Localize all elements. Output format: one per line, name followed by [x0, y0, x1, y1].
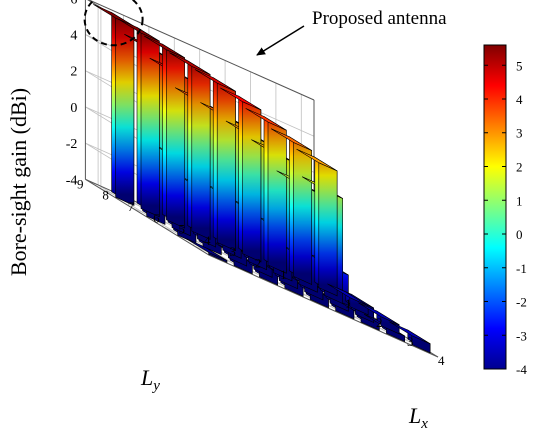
z-tick-label: 0 [70, 101, 77, 116]
x-tick-labels: 1 2 3 4 [345, 296, 445, 368]
bar-top [389, 321, 431, 344]
bar-top [358, 302, 400, 325]
z-tick-label: -2 [66, 137, 78, 152]
y-tick-label: 4 [204, 233, 211, 248]
bar-top [327, 283, 369, 306]
colorbar-tick-label: -4 [516, 362, 527, 377]
bar-top [143, 35, 185, 59]
bar [118, 19, 160, 218]
bar-top [194, 69, 236, 92]
bar-face-side-shade [166, 49, 185, 229]
z-axis-label: Bore-sight gain (dBi) [6, 88, 31, 276]
y-tick-label: 7 [128, 199, 135, 214]
x-tick-label: 1 [345, 296, 352, 311]
annotation-text: Proposed antenna [312, 8, 447, 29]
bar [169, 52, 211, 240]
colorbar-tick-label: 3 [516, 126, 523, 141]
colorbar-tick-label: 4 [516, 92, 523, 107]
colorbar-tick-label: -1 [516, 261, 527, 276]
colorbar-tick-label: 1 [516, 193, 523, 208]
bar [270, 128, 313, 286]
y-tick-labels: 1 2 3 4 5 6 7 8 9 [77, 176, 287, 281]
colorbar-tick-label: 0 [516, 227, 523, 242]
bar-face-side-shade [268, 122, 287, 274]
y-tick-label: 9 [77, 176, 84, 191]
bar-face-side-shade [141, 33, 160, 217]
y-axis-label: Ly [140, 365, 160, 394]
proposed-antenna-annotation: Proposed antenna [83, 0, 447, 56]
x-axis-label-sub: x [420, 416, 428, 432]
axis-line [87, 0, 315, 101]
bar-face-side-shade [217, 83, 236, 251]
bar-face-side-shade [208, 252, 227, 263]
y-tick-label: 1 [280, 267, 287, 282]
bar-face-side-shade [191, 66, 211, 240]
bar-face-side-shade [242, 101, 261, 262]
highlight-ellipse [83, 0, 144, 47]
bar [327, 283, 369, 316]
z-tick-label: 6 [70, 0, 77, 7]
x-axis-label-main: L [408, 403, 421, 428]
bar-top [245, 108, 287, 131]
bar [389, 321, 431, 354]
colorbar-tick-label: -3 [516, 328, 527, 343]
bar [358, 302, 400, 335]
bar-face-side-shade [349, 297, 369, 315]
gridline [193, 245, 423, 348]
bar [245, 108, 287, 274]
x-tick-label: 3 [407, 334, 414, 349]
z-tick-labels: -4 -2 0 2 4 6 [66, 0, 78, 188]
bar-top [270, 128, 312, 151]
z-tick-label: 4 [70, 29, 77, 44]
z-tick-label: -4 [66, 173, 78, 188]
bar-face-side-shade [386, 327, 405, 342]
bars [93, 4, 431, 354]
y-tick-label: 6 [153, 210, 160, 225]
bar [296, 148, 338, 297]
bar-top [169, 52, 211, 75]
bar-face-side-shade [293, 142, 312, 285]
colorbar-tick-label: 5 [516, 58, 523, 73]
bar [186, 238, 228, 263]
bar-face-side-shade [411, 335, 431, 353]
bar-top [186, 238, 228, 261]
colorbar-tick-label: 2 [516, 160, 523, 175]
y-tick-label: 2 [255, 256, 262, 271]
bar-face-side-shade [380, 316, 400, 334]
bar [93, 4, 135, 206]
x-tick-label: 2 [376, 315, 383, 330]
axis-line [209, 254, 439, 358]
y-tick-label: 3 [229, 244, 236, 259]
bar [194, 69, 236, 252]
bar-top [93, 4, 135, 27]
axis-line [85, 178, 210, 256]
colorbar-gradient [483, 44, 507, 370]
x-tick-label: 4 [438, 353, 445, 368]
y-axis-label-sub: y [151, 378, 160, 394]
y-axis-label-main: L [140, 365, 153, 390]
bar-top [296, 148, 338, 172]
y-tick-label: 8 [102, 188, 109, 203]
bar-face-side-shade [115, 18, 134, 206]
bar-top [220, 87, 262, 111]
x-axis-label: Lx [408, 403, 428, 432]
colorbar: -4 -3 -2 -1 0 1 2 3 4 5 [483, 44, 527, 377]
colorbar-ticks: -4 -3 -2 -1 0 1 2 3 4 5 [484, 58, 527, 377]
bar-face-side-shade [318, 162, 338, 296]
y-tick-label: 5 [179, 222, 186, 237]
colorbar-tick-label: -2 [516, 295, 527, 310]
bar [143, 35, 185, 229]
z-tick-label: 2 [70, 65, 77, 80]
annotation-arrow [256, 25, 305, 56]
